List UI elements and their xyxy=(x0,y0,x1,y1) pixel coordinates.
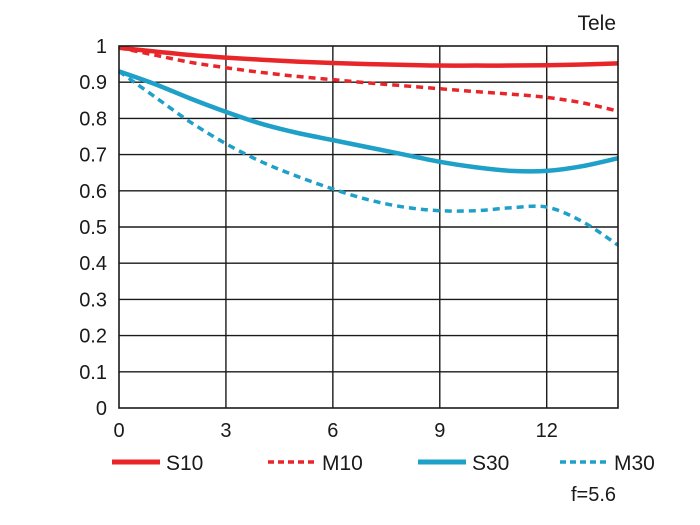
series-line-m10 xyxy=(118,46,619,113)
legend-label: S10 xyxy=(166,452,203,475)
y-tick-label: 0.6 xyxy=(79,181,107,203)
aperture-note: f=5.6 xyxy=(571,484,616,506)
y-tick-label: 0.4 xyxy=(79,253,107,275)
plot-frame xyxy=(118,45,619,409)
series-line-m30 xyxy=(117,69,619,247)
legend-item-s10: S10 xyxy=(112,452,203,475)
y-tick-label: 0.1 xyxy=(79,362,107,384)
y-tick-label: 0.8 xyxy=(79,108,107,130)
y-tick-label: 0 xyxy=(96,398,107,420)
x-tick-label: 12 xyxy=(536,420,558,442)
legend-item-m10: M10 xyxy=(268,452,363,475)
legend-item-s30: S30 xyxy=(418,452,509,475)
y-tick-label: 0.5 xyxy=(79,217,107,239)
series-line-s10 xyxy=(118,45,619,68)
y-axis-ticks: 0 0.1 0.2 0.3 0.4 0.5 0.6 0.7 0.8 0.9 1 xyxy=(79,36,107,420)
y-tick-label: 1 xyxy=(96,36,107,58)
legend-label: S30 xyxy=(472,452,509,475)
legend-item-m30: M30 xyxy=(560,452,655,475)
chart-title: Tele xyxy=(577,12,616,35)
x-tick-label: 9 xyxy=(434,420,445,442)
series-lines xyxy=(117,45,619,247)
legend-label: M30 xyxy=(614,452,655,475)
y-tick-label: 0.9 xyxy=(79,72,107,94)
legend: S10 M10 S30 M30 xyxy=(112,452,655,475)
x-tick-label: 6 xyxy=(327,420,338,442)
series-line-s30 xyxy=(118,69,619,174)
y-tick-label: 0.3 xyxy=(79,289,107,311)
x-axis-ticks: 0 3 6 9 12 xyxy=(113,420,557,442)
y-tick-label: 0.7 xyxy=(79,145,107,167)
x-tick-label: 0 xyxy=(113,420,124,442)
legend-label: M10 xyxy=(322,452,363,475)
y-tick-label: 0.2 xyxy=(79,326,107,348)
x-tick-label: 3 xyxy=(220,420,231,442)
